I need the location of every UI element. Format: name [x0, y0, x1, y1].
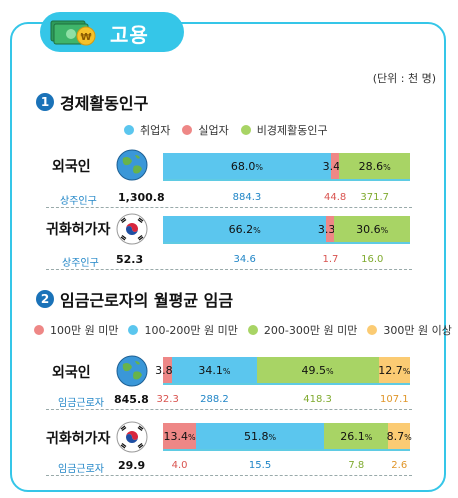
legend-dot — [128, 325, 139, 335]
bar-segment: 51.8% — [196, 423, 325, 449]
stacked-bar-wage-foreigner: 3.8% 34.1% 49.5% 12.7% — [155, 357, 411, 385]
count-label: 4.0 — [171, 460, 188, 471]
count-label: 44.8 — [324, 192, 347, 203]
bar-percent-label: 26.1% — [340, 429, 373, 443]
bar-segment: 34.1% — [172, 357, 257, 383]
count-label: 1.7 — [322, 254, 339, 265]
legend-dot — [34, 325, 44, 335]
row-divider — [46, 207, 412, 208]
count-label: 7.8 — [348, 460, 365, 471]
row-divider — [46, 475, 412, 476]
legend-dot — [124, 125, 134, 135]
row-divider — [46, 269, 412, 270]
sub-value: 52.3 — [116, 253, 144, 266]
count-label: 32.3 — [156, 394, 179, 405]
bar-percent-label: 12.7% — [378, 363, 411, 377]
legend-item-over-300: 300만 원 이상 — [367, 322, 452, 338]
bar-segment: 3.3% — [318, 216, 343, 242]
count-label: 15.5 — [248, 460, 272, 471]
bar-segment: 3.8% — [155, 357, 180, 383]
sub-value: 29.9 — [118, 459, 146, 472]
row-label-foreigner: 외국인 — [52, 159, 91, 175]
korea-flag-icon — [116, 213, 148, 245]
korea-flag-icon — [116, 421, 148, 453]
sub-label: 임금근로자 — [58, 398, 104, 409]
stacked-bar-wage-naturalized: 13.4% 51.8% 26.1% 8.7% — [163, 423, 412, 451]
sub-label: 상주인구 — [62, 258, 99, 269]
sub-label: 상주인구 — [60, 196, 97, 207]
bar-percent-label: 66.2% — [228, 222, 261, 236]
count-label: 2.6 — [391, 460, 408, 471]
section2-number: 2 — [36, 290, 54, 308]
section1-title: 1 경제활동인구 — [36, 90, 148, 114]
count-label: 16.0 — [361, 254, 384, 265]
bar-segment: 3.4% — [323, 153, 348, 179]
legend-dot — [240, 125, 251, 135]
bar-percent-label: 13.4% — [163, 429, 196, 443]
bar-segment: 68.0% — [163, 153, 331, 179]
count-label: 418.3 — [303, 394, 332, 405]
stacked-bar-employment-foreigner: 68.0% 3.4% 28.6% — [163, 153, 410, 181]
row-label-naturalized: 귀화허가자 — [46, 431, 111, 447]
globe-icon — [116, 355, 148, 387]
bar-percent-label: 51.8% — [244, 429, 277, 443]
legend-dot — [182, 125, 193, 135]
bar-segment: 26.1% — [324, 423, 389, 449]
row-label-foreigner: 외국인 — [52, 365, 91, 381]
section1-legend: 취업자 실업자 비경제활동인구 — [124, 122, 340, 138]
section1-number: 1 — [36, 93, 54, 111]
bar-percent-label: 8.7% — [386, 429, 412, 443]
section2-title-text: 임금근로자의 월평균 임금 — [60, 291, 234, 310]
count-label: 34.6 — [233, 254, 256, 265]
bar-segment: 28.6% — [339, 153, 410, 179]
bar-segment: 8.7% — [386, 423, 412, 449]
count-label: 884.3 — [232, 192, 262, 203]
section2-title: 2 임금근로자의 월평균 임금 — [36, 287, 233, 311]
row-label-naturalized: 귀화허가자 — [46, 222, 111, 238]
globe-icon — [116, 149, 148, 181]
legend-dot — [367, 325, 378, 335]
stacked-bar-employment-naturalized: 66.2% 3.3% 30.6% — [163, 216, 410, 244]
legend-item-under-100: 100만 원 미만 — [34, 322, 118, 338]
legend-item-unemployed: 실업자 — [182, 122, 229, 138]
legend-item-200-300: 200-300만 원 미만 — [247, 322, 357, 338]
sub-label: 임금근로자 — [58, 464, 104, 475]
legend-item-100-200: 100-200만 원 미만 — [128, 322, 238, 338]
legend-dot — [247, 325, 258, 335]
money-icon: ₩ — [50, 20, 96, 46]
unit-label: (단위 : 천 명) — [372, 72, 436, 85]
bar-segment: 30.6% — [334, 216, 410, 242]
bar-percent-label: 30.6% — [356, 222, 389, 236]
legend-item-employed: 취업자 — [124, 122, 170, 138]
page-title: 고용 — [110, 23, 149, 47]
sub-value: 845.8 — [114, 393, 149, 406]
bar-segment: 13.4% — [163, 423, 197, 449]
legend-item-inactive: 비경제활동인구 — [240, 122, 328, 138]
svg-text:₩: ₩ — [80, 32, 91, 43]
count-label: 371.7 — [360, 192, 389, 203]
bar-segment: 49.5% — [256, 357, 379, 383]
count-label: 288.2 — [200, 394, 229, 405]
count-label: 107.1 — [380, 394, 409, 405]
section2-legend: 100만 원 미만 100-200만 원 미만 200-300만 원 미만 30… — [34, 322, 452, 338]
row-divider — [46, 409, 412, 410]
sub-value: 1,300.8 — [118, 191, 165, 204]
bar-percent-label: 49.5% — [301, 363, 334, 377]
content-card — [10, 22, 446, 492]
bar-segment: 12.7% — [378, 357, 411, 383]
bar-percent-label: 34.1% — [198, 363, 231, 377]
bar-segment: 66.2% — [163, 216, 327, 242]
section1-title-text: 경제활동인구 — [60, 94, 149, 113]
bar-percent-label: 28.6% — [358, 159, 391, 173]
bar-percent-label: 68.0% — [230, 159, 264, 173]
